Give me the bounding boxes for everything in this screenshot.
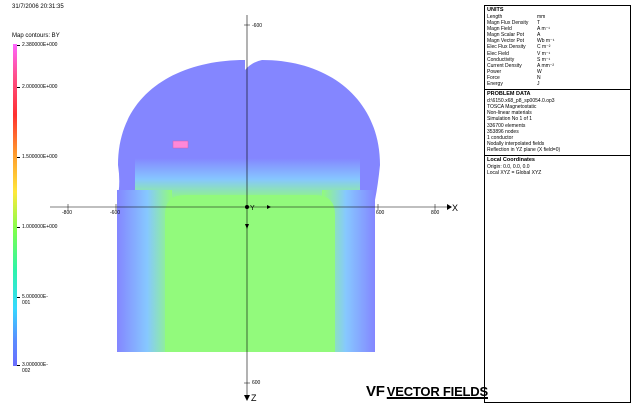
x-tick-label: -600: [110, 210, 120, 216]
problem-section: PROBLEM DATA d:\6150.x68_p8_sp0054.0.op3…: [485, 90, 630, 156]
unit-row: Energy J: [487, 81, 628, 87]
axis-ticks: [67, 24, 436, 384]
unit-name: Conductivity: [487, 56, 515, 63]
problem-line: 1 conductor: [487, 134, 514, 141]
unit-row: Magn Field A m⁻¹: [487, 26, 628, 32]
legend-tick: [17, 227, 20, 228]
info-panel: UNITS Length mm Magn Flux Density T Magn F…: [484, 5, 631, 403]
legend-label: 3.000000E-002: [22, 362, 48, 374]
legend-tick: [17, 297, 20, 298]
z-direction-marker: [245, 224, 249, 229]
unit-row: Magn Vector Pot Wb m⁻¹: [487, 38, 628, 44]
x-axis-label: X: [452, 203, 458, 213]
z-tick-label: -600: [252, 23, 262, 29]
transition-band-left: [117, 190, 172, 352]
legend-title: Map contours: BY: [12, 33, 60, 39]
unit-row: Elec Field V m⁻¹: [487, 51, 628, 57]
unit-name: Elec Field: [487, 50, 509, 57]
legend-label: 2.000000E+000: [22, 84, 58, 90]
x-tick-label: 800: [431, 210, 440, 216]
origin-marker: [245, 205, 249, 209]
x-axis-arrow: [447, 204, 452, 210]
timestamp: 31/7/2006 20:31:35: [12, 4, 64, 10]
units-title: UNITS: [487, 7, 504, 13]
legend-tick: [17, 365, 20, 366]
color-scale-bar: [13, 44, 17, 366]
coords-title: Local Coordinates: [487, 156, 535, 163]
inner-field-region: [165, 195, 335, 352]
unit-value: W: [537, 68, 542, 75]
hotspot-marker: [172, 140, 189, 149]
problem-line: TOSCA Magnetostatic: [487, 104, 537, 111]
units-section: UNITS Length mm Magn Flux Density T Magn F…: [485, 6, 630, 91]
unit-name: Current Density: [487, 62, 522, 69]
z-tick-label: 600: [252, 380, 261, 386]
unit-name: Magn Flux Density: [487, 20, 529, 27]
logo-mark: VF: [366, 383, 385, 400]
unit-value: C m⁻²: [537, 44, 551, 51]
unit-value: J: [537, 81, 540, 88]
legend-tick: [17, 157, 20, 158]
unit-name: Length: [487, 14, 503, 20]
problem-line: 336700 elements: [487, 122, 526, 129]
unit-row: Length mm: [487, 14, 628, 20]
unit-name: Power: [487, 68, 502, 75]
unit-value: A m⁻¹: [537, 26, 550, 33]
unit-value: mm: [537, 14, 546, 20]
unit-row: Magn Scalar Pot A: [487, 32, 628, 38]
problem-line: Non-linear materials: [487, 110, 532, 117]
x-tick-label: 600: [376, 210, 385, 216]
unit-name: Elec Flux Density: [487, 44, 526, 51]
y-axis-marker: Y: [250, 205, 255, 212]
problem-line: Nodally interpolated fields: [487, 140, 545, 147]
unit-value: S m⁻¹: [537, 56, 551, 63]
unit-name: Energy: [487, 81, 503, 88]
unit-value: Wb m⁻¹: [537, 38, 555, 45]
logo-text: VECTOR FIELDS: [386, 384, 488, 399]
z-axis-arrow: [244, 395, 250, 401]
unit-row: Force N: [487, 75, 628, 81]
unit-name: Magn Vector Pot: [487, 38, 524, 45]
unit-row: Power W: [487, 69, 628, 75]
coords-line: Local XYZ = Global XYZ: [487, 170, 542, 177]
coords-section: Local Coordinates Origin: 0.0, 0.0, 0.0 …: [485, 156, 630, 178]
legend-tick: [17, 87, 20, 88]
unit-row: Current Density A mm⁻²: [487, 63, 628, 69]
problem-line: d:\6150.x68_p8_sp0054.0.op3: [487, 98, 555, 105]
legend-label: 1.000000E+000: [22, 224, 58, 230]
problem-title: PROBLEM DATA: [487, 91, 531, 98]
x-tick-label: -800: [62, 210, 72, 216]
unit-value: V m⁻¹: [537, 50, 551, 57]
vector-fields-logo: VF VECTOR FIELDS: [366, 383, 488, 400]
unit-name: Magn Field: [487, 26, 512, 33]
legend-tick: [17, 45, 20, 46]
legend-label: 1.500000E+000: [22, 154, 58, 160]
unit-value: A: [537, 32, 541, 39]
legend-label: 5.000000E-001: [22, 294, 48, 306]
unit-name: Magn Scalar Pot: [487, 32, 524, 39]
unit-row: Elec Flux Density C m⁻²: [487, 44, 628, 50]
unit-value: A mm⁻²: [537, 62, 555, 69]
problem-line: Reflection in YZ plane (X field=0): [487, 146, 561, 153]
unit-value: N: [537, 74, 541, 81]
unit-row: Magn Flux Density T: [487, 20, 628, 26]
z-axis-label: Z: [251, 393, 257, 403]
x-direction-marker: [267, 205, 271, 209]
legend-label: 2.380000E+000: [22, 42, 58, 48]
coords-line: Origin: 0.0, 0.0, 0.0: [487, 163, 530, 170]
problem-line: 353896 nodes: [487, 128, 519, 135]
unit-value: T: [537, 20, 541, 27]
unit-row: Conductivity S m⁻¹: [487, 57, 628, 63]
problem-line: Simulation No 1 of 1: [487, 116, 533, 123]
unit-name: Force: [487, 74, 500, 81]
